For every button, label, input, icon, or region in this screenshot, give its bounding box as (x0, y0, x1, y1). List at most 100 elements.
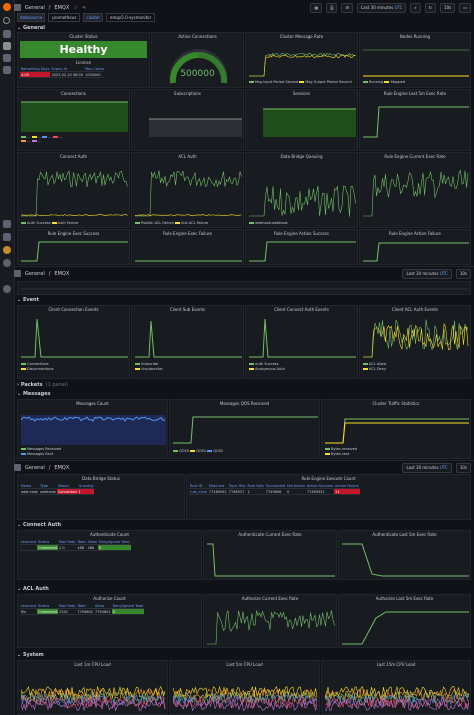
series-line (325, 691, 469, 703)
refresh-button[interactable]: ↻ (424, 2, 437, 13)
sessions-chart (263, 108, 356, 137)
row-acl-auth[interactable]: ⌄ ACL Auth (17, 586, 49, 592)
rule-current-rate-chart (363, 169, 469, 217)
var-datasource-select[interactable]: prometheus (48, 13, 81, 22)
breadcrumb-home[interactable]: General (25, 464, 45, 471)
series-line (325, 686, 469, 699)
refresh-interval-picker[interactable]: 10s (440, 2, 456, 13)
authorize-current-rate-panel: Authorize Current Exec Rate (203, 594, 337, 648)
panel-title: Cluster Message Rate (279, 34, 324, 39)
help-icon[interactable] (3, 285, 11, 293)
chart-legend: Msg Input Period Second Msg Output Perio… (249, 80, 352, 84)
time-range-picker[interactable]: Last 30 minutes UTC (402, 268, 452, 279)
active-connections-value: 500000 (180, 69, 215, 79)
panel-title: Messages QOS Received (219, 401, 270, 406)
var-cluster-select[interactable]: emqx5.0-sysmonitor (106, 13, 156, 22)
data-bridge-queuing-panel: Data Bridge Queuing webhook:webhook (245, 152, 358, 228)
explore-icon[interactable] (3, 54, 11, 62)
breadcrumb-home[interactable]: General (25, 4, 45, 11)
series-line (325, 688, 469, 702)
dashboards-icon[interactable] (3, 42, 11, 50)
authorize-count-panel: Authorize Count resource Status Max Rate To… (17, 594, 202, 648)
panel-title: Rule Engine Exec Success (47, 231, 100, 236)
row-general[interactable]: ⌄ General (17, 25, 45, 31)
dashboard-title[interactable]: EMQX (54, 4, 70, 11)
variables-bar: datasource prometheus cluster emqx5.0-sy… (17, 13, 156, 22)
row-messages[interactable]: ⌄ Messages (17, 391, 51, 397)
help-icon[interactable] (3, 259, 11, 267)
dashboard-title[interactable]: EMQX (54, 464, 70, 471)
auth-current-rate-chart (207, 543, 335, 577)
row-system[interactable]: ⌄ System (17, 652, 44, 658)
queuing-chart (249, 185, 356, 217)
zoom-out-button[interactable]: ⌕ (410, 2, 421, 13)
settings-button[interactable]: ⚙ (341, 2, 354, 13)
refresh-interval-picker[interactable]: 10s (455, 268, 471, 279)
bridge-table: Name Type Status Queuing web-hook webhook Con… (20, 483, 95, 495)
chart-legend: webhook:webhook (249, 221, 288, 225)
alerting-icon[interactable] (3, 66, 11, 74)
add-panel-button[interactable]: ▦ (310, 2, 323, 13)
messages-qos-panel: Messages QOS Received QOS0 QOS1 QOS2 (169, 399, 320, 459)
auth-last5m-rate-chart (342, 543, 469, 577)
star-icon[interactable] (3, 30, 11, 38)
cpu-5m-panel: Last 5m CPU Load (169, 660, 320, 715)
client-connection-events-panel: Client Connection Events Connections Disc… (17, 305, 130, 379)
panel-title: Authenticate Count (90, 532, 129, 537)
row-connect-auth[interactable]: ⌄ Connect Auth (17, 522, 62, 528)
share-icon[interactable]: ⋖ (81, 4, 86, 11)
client-connect-auth-events-panel: Client Connect Auth Events Auth Success A… (245, 305, 358, 379)
connect-auth-chart (21, 170, 128, 217)
panel-title: Messages Count (76, 401, 109, 406)
dashboard-header: General / EMQX Last 30 minutes UTC 10s (14, 461, 474, 474)
avatar[interactable] (3, 246, 11, 254)
row-event[interactable]: ⌄ Event (17, 297, 39, 303)
star-icon[interactable]: ☆ (73, 4, 78, 11)
client-sub-events-panel: Client Sub Events Subscribe Unsubscribe (131, 305, 244, 379)
message-rate-chart (249, 52, 356, 77)
tail-chart (21, 288, 469, 290)
subscriptions-chart (149, 118, 242, 137)
search-icon[interactable] (3, 17, 10, 24)
gauge (169, 48, 228, 84)
cpu-1m-chart (21, 686, 166, 712)
chart-legend: ACL Allow ACL Deny (363, 362, 386, 372)
row-packets[interactable]: › Packets (1 panel) (17, 382, 69, 388)
save-button[interactable]: ⎙ (326, 2, 338, 13)
series-line (249, 54, 356, 77)
settings-icon[interactable] (3, 220, 11, 228)
cluster-status-panel: Cluster Status Healthy License Remaining… (17, 32, 150, 88)
chart-legend: Running Stopped (363, 80, 405, 84)
series-line (21, 699, 166, 712)
panel-title: Authorize Current Exec Rate (241, 596, 299, 601)
series-line (135, 170, 242, 217)
panel-title: Client Sub Events (169, 307, 206, 312)
dashboard-title[interactable]: EMQX (54, 270, 70, 277)
panel-title: Client Connect Auth Events (274, 307, 329, 312)
series-line (363, 319, 469, 358)
series-line (21, 170, 128, 217)
sub-events-chart (135, 320, 242, 358)
rule-exec-success-panel: Rule Engine Exec Success (17, 229, 130, 265)
series-line (173, 685, 318, 699)
cluster-status-value: Healthy (20, 41, 147, 58)
authz-current-rate-chart (207, 610, 335, 645)
acl-events-chart (363, 319, 469, 358)
shield-icon[interactable] (3, 233, 11, 241)
time-range-picker[interactable]: Last 30 minutes UTC (357, 2, 407, 13)
refresh-interval-picker[interactable]: 10s (455, 462, 471, 473)
qos-chart (173, 416, 318, 444)
tv-mode-button[interactable]: ▭ (459, 2, 471, 13)
rule-exec-failure-panel: Rule Engine Exec Failure (131, 229, 244, 265)
authenticate-count-panel: Authenticate Count resource Status Max Rat… (17, 530, 202, 580)
active-connections-panel: Active Connections 500000 (151, 32, 244, 88)
panel-title: Last 1m CPU Load (74, 662, 111, 667)
time-range-picker[interactable]: Last 30 minutes UTC (402, 462, 452, 473)
messages-count-panel: Messages Count Messages Received Messages… (17, 399, 168, 459)
grafana-logo-icon[interactable] (3, 3, 11, 11)
connect-auth-events-chart (249, 318, 356, 358)
rule-exec-success-chart (21, 241, 128, 262)
breadcrumb-home[interactable]: General (25, 270, 45, 277)
connection-events-chart (21, 318, 128, 358)
rule-action-failure-panel: Rule Engine Action Failure (359, 229, 471, 265)
